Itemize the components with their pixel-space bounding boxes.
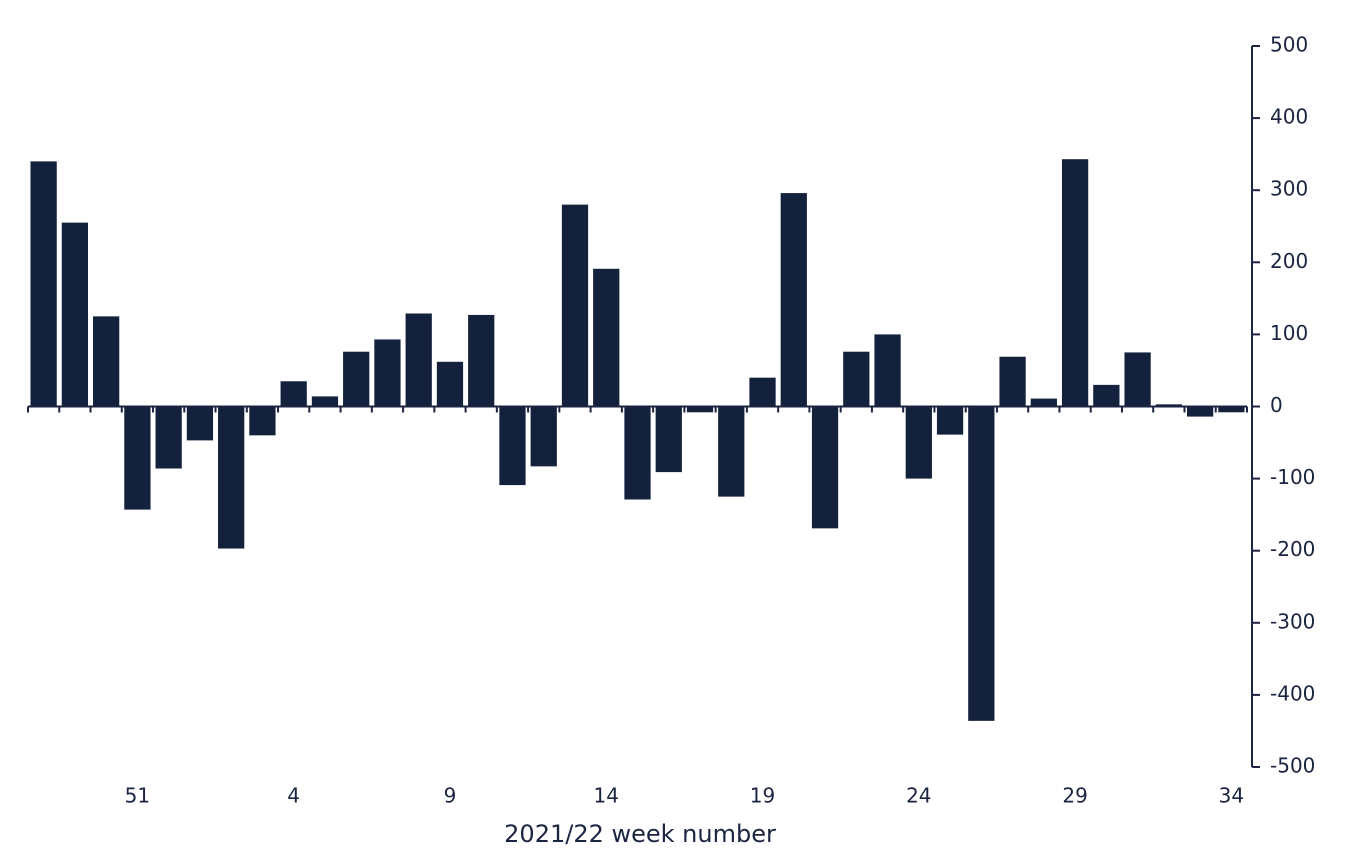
y-tick-label: 400: [1270, 105, 1308, 129]
bar: [499, 406, 526, 486]
x-tick-label: 51: [125, 784, 150, 808]
bar: [186, 406, 214, 441]
bar: [811, 406, 839, 529]
y-tick-label: 300: [1270, 177, 1308, 201]
bar: [124, 406, 151, 510]
bar: [374, 339, 401, 407]
bar: [93, 316, 120, 407]
bar: [436, 361, 464, 407]
bar: [1124, 352, 1151, 407]
bar: [61, 222, 89, 407]
x-tick-label: 4: [287, 784, 300, 808]
bar: [1093, 384, 1120, 407]
bar: [155, 406, 182, 469]
bar: [1030, 398, 1057, 407]
x-tick-label: 29: [1062, 784, 1087, 808]
y-tick-label: -200: [1270, 537, 1315, 561]
x-tick-label: 24: [906, 784, 931, 808]
y-tick-label: 0: [1270, 393, 1283, 417]
bar: [593, 268, 620, 407]
bar: [968, 406, 995, 721]
bar: [905, 406, 932, 479]
bar: [686, 406, 714, 413]
y-tick-label: 200: [1270, 249, 1308, 273]
bar: [843, 351, 870, 407]
y-tick-label: -300: [1270, 609, 1315, 633]
bar: [655, 406, 682, 473]
bar: [718, 406, 745, 497]
bar: [874, 334, 901, 407]
bar: [936, 406, 964, 435]
bar: [1186, 406, 1214, 417]
bar: [624, 406, 651, 500]
bar: [311, 396, 339, 407]
bar: [280, 381, 307, 407]
y-tick-label: -400: [1270, 681, 1315, 705]
bar: [343, 351, 370, 407]
x-tick-label: 34: [1219, 784, 1244, 808]
x-tick-label: 14: [594, 784, 619, 808]
bar: [999, 356, 1026, 407]
y-tick-label: -100: [1270, 465, 1315, 489]
bar: [749, 377, 776, 407]
x-axis-title: 2021/22 week number: [504, 820, 776, 848]
bar: [1061, 159, 1089, 407]
bar: [30, 161, 57, 407]
y-tick-label: -500: [1270, 754, 1315, 778]
bar: [1155, 404, 1182, 407]
x-tick-label: 9: [444, 784, 457, 808]
bar: [249, 406, 276, 436]
bar: [1218, 406, 1245, 413]
x-tick-label: 19: [750, 784, 775, 808]
bar: [218, 406, 245, 549]
bar: [468, 314, 495, 407]
y-tick-label: 100: [1270, 321, 1308, 345]
bar: [780, 193, 807, 407]
bar: [405, 313, 432, 407]
bar: [561, 204, 589, 407]
bar: [530, 406, 557, 467]
y-tick-label: 500: [1270, 33, 1308, 57]
